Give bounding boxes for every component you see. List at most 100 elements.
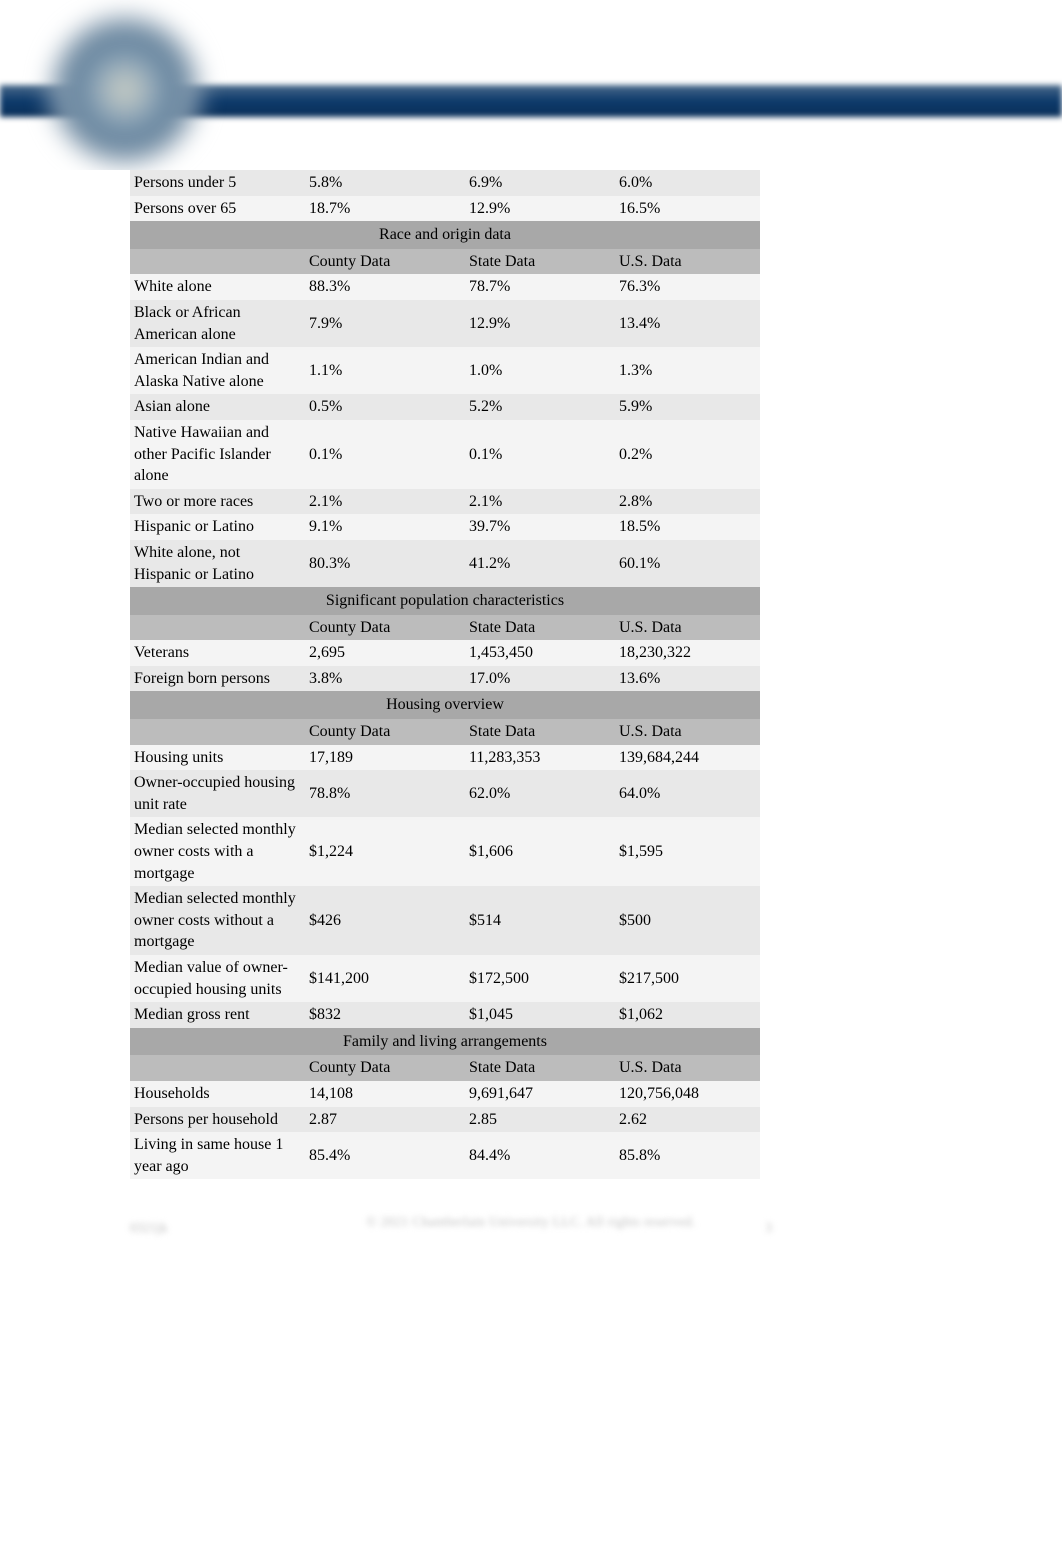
row-label: Living in same house 1 year ago [130, 1132, 305, 1179]
table-row: Median selected monthly owner costs with… [130, 817, 760, 886]
us-value: 120,756,048 [615, 1081, 760, 1107]
table-row: Hispanic or Latino9.1%39.7%18.5% [130, 514, 760, 540]
us-value: 0.2% [615, 420, 760, 489]
demographics-table: Persons under 55.8%6.9%6.0%Persons over … [130, 170, 760, 1179]
col-us: U.S. Data [615, 615, 760, 641]
logo-seal [50, 15, 200, 165]
section-title: Housing overview [130, 691, 760, 719]
col-state: State Data [465, 615, 615, 641]
state-value: $172,500 [465, 955, 615, 1002]
section-column-header-row: County DataState DataU.S. Data [130, 1055, 760, 1081]
section-column-header-row: County DataState DataU.S. Data [130, 249, 760, 275]
state-value: 6.9% [465, 170, 615, 196]
table-row: Housing units17,18911,283,353139,684,244 [130, 745, 760, 771]
county-value: 14,108 [305, 1081, 465, 1107]
row-label: Veterans [130, 640, 305, 666]
row-label: Foreign born persons [130, 666, 305, 692]
row-label: White alone, not Hispanic or Latino [130, 540, 305, 587]
table-row: Asian alone0.5%5.2%5.9% [130, 394, 760, 420]
row-label: Asian alone [130, 394, 305, 420]
section-title-row: Race and origin data [130, 221, 760, 249]
row-label: Native Hawaiian and other Pacific Island… [130, 420, 305, 489]
county-value: 88.3% [305, 274, 465, 300]
row-label: Households [130, 1081, 305, 1107]
table-row: Native Hawaiian and other Pacific Island… [130, 420, 760, 489]
row-label: Persons under 5 [130, 170, 305, 196]
state-value: 41.2% [465, 540, 615, 587]
state-value: 12.9% [465, 300, 615, 347]
col-spacer [130, 719, 305, 745]
table-row: Foreign born persons3.8%17.0%13.6% [130, 666, 760, 692]
row-label: Two or more races [130, 489, 305, 515]
county-value: $141,200 [305, 955, 465, 1002]
row-label: American Indian and Alaska Native alone [130, 347, 305, 394]
state-value: 17.0% [465, 666, 615, 692]
state-value: 9,691,647 [465, 1081, 615, 1107]
state-value: 78.7% [465, 274, 615, 300]
data-table-region: Persons under 55.8%6.9%6.0%Persons over … [130, 170, 760, 1179]
state-value: 0.1% [465, 420, 615, 489]
us-value: 1.3% [615, 347, 760, 394]
row-label: Median selected monthly owner costs with… [130, 886, 305, 955]
section-title: Family and living arrangements [130, 1028, 760, 1056]
col-us: U.S. Data [615, 719, 760, 745]
county-value: 3.8% [305, 666, 465, 692]
state-value: $1,045 [465, 1002, 615, 1028]
col-county: County Data [305, 615, 465, 641]
row-label: White alone [130, 274, 305, 300]
table-row: Living in same house 1 year ago85.4%84.4… [130, 1132, 760, 1179]
section-column-header-row: County DataState DataU.S. Data [130, 615, 760, 641]
state-value: $1,606 [465, 817, 615, 886]
county-value: 9.1% [305, 514, 465, 540]
table-row: Median selected monthly owner costs with… [130, 886, 760, 955]
table-row: Two or more races2.1%2.1%2.8% [130, 489, 760, 515]
table-row: Median value of owner-occupied housing u… [130, 955, 760, 1002]
us-value: 16.5% [615, 196, 760, 222]
county-value: 0.5% [305, 394, 465, 420]
us-value: $1,595 [615, 817, 760, 886]
row-label: Median value of owner-occupied housing u… [130, 955, 305, 1002]
us-value: $1,062 [615, 1002, 760, 1028]
state-value: 84.4% [465, 1132, 615, 1179]
section-column-header-row: County DataState DataU.S. Data [130, 719, 760, 745]
table-row: White alone, not Hispanic or Latino80.3%… [130, 540, 760, 587]
section-title-row: Housing overview [130, 691, 760, 719]
table-row: Veterans2,6951,453,45018,230,322 [130, 640, 760, 666]
col-state: State Data [465, 719, 615, 745]
us-value: 60.1% [615, 540, 760, 587]
table-row: Persons over 6518.7%12.9%16.5% [130, 196, 760, 222]
state-value: 12.9% [465, 196, 615, 222]
us-value: 2.8% [615, 489, 760, 515]
us-value: 139,684,244 [615, 745, 760, 771]
us-value: 18,230,322 [615, 640, 760, 666]
us-value: $500 [615, 886, 760, 955]
county-value: 2.1% [305, 489, 465, 515]
county-value: 18.7% [305, 196, 465, 222]
col-spacer [130, 249, 305, 275]
col-spacer [130, 615, 305, 641]
county-value: 78.8% [305, 770, 465, 817]
row-label: Persons over 65 [130, 196, 305, 222]
section-title-row: Family and living arrangements [130, 1028, 760, 1056]
county-value: 7.9% [305, 300, 465, 347]
state-value: 5.2% [465, 394, 615, 420]
section-title-row: Significant population characteristics [130, 587, 760, 615]
footer-page-number: 3 [765, 1220, 772, 1236]
col-spacer [130, 1055, 305, 1081]
us-value: 76.3% [615, 274, 760, 300]
col-us: U.S. Data [615, 1055, 760, 1081]
county-value: 2.87 [305, 1107, 465, 1133]
table-row: Persons under 55.8%6.9%6.0% [130, 170, 760, 196]
us-value: 64.0% [615, 770, 760, 817]
state-value: 1,453,450 [465, 640, 615, 666]
county-value: $832 [305, 1002, 465, 1028]
us-value: 85.8% [615, 1132, 760, 1179]
state-value: 11,283,353 [465, 745, 615, 771]
row-label: Persons per household [130, 1107, 305, 1133]
us-value: 5.9% [615, 394, 760, 420]
county-value: 85.4% [305, 1132, 465, 1179]
us-value: 18.5% [615, 514, 760, 540]
row-label: Median gross rent [130, 1002, 305, 1028]
state-value: 2.85 [465, 1107, 615, 1133]
state-value: $514 [465, 886, 615, 955]
